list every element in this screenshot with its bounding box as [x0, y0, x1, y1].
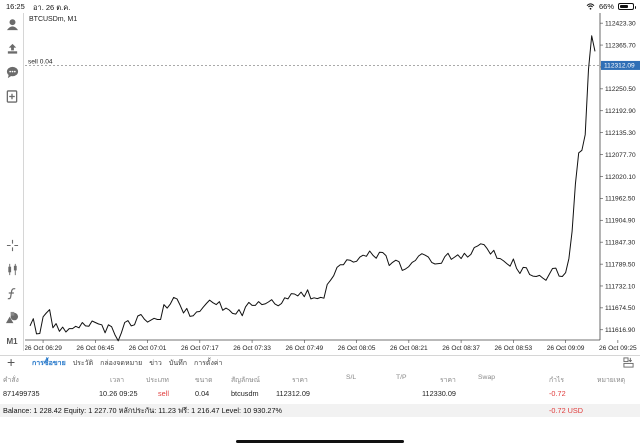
order-number: 871499735: [3, 389, 40, 398]
price-tick-label: 112365.70: [605, 42, 636, 49]
balance-text: Balance: 1 228.42 Equity: 1 227.70 หลักป…: [3, 406, 283, 415]
candlestick-icon[interactable]: [4, 261, 20, 277]
tab-settings[interactable]: การตั้งค่า: [193, 360, 223, 367]
price-tick-label: 111847.30: [605, 239, 636, 246]
price-tick-label: 111674.50: [605, 305, 636, 312]
terminal-tabs: การซื้อขาย ประวัติ กล่องจดหมาย ข่าว บันท…: [32, 358, 222, 369]
add-button[interactable]: +: [7, 354, 16, 370]
col-type: ประเภท: [146, 377, 169, 384]
battery-icon: [618, 3, 636, 10]
time-tick-label: 26 Oct 08:37: [442, 345, 480, 352]
time-tick-label: 26 Oct 09:09: [547, 345, 585, 352]
price-tick-label: 112250.50: [605, 86, 636, 93]
sell-order-label: sell 0.04: [28, 58, 53, 65]
total-profit: -0.72 USD: [549, 406, 584, 415]
time-tick-label: 26 Oct 06:29: [25, 345, 62, 352]
price-tick-label: 112423.30: [605, 20, 636, 27]
price-tick-label: 111732.10: [605, 283, 636, 290]
price-tick-label: 112135.30: [605, 130, 636, 137]
wifi-icon: [586, 3, 595, 10]
price-chart[interactable]: 112423.30112365.70112308.10112250.501121…: [25, 13, 640, 355]
time-tick-label: 26 Oct 07:17: [181, 345, 219, 352]
layout-toggle-icon[interactable]: [623, 357, 634, 368]
price-tick-label: 112077.70: [605, 152, 636, 159]
col-sl: S/L: [346, 374, 357, 381]
col-tp: T/P: [396, 374, 407, 381]
chart-tools-sidebar: M1: [0, 13, 24, 351]
chart-canvas[interactable]: 112423.30112365.70112308.10112250.501121…: [25, 13, 640, 355]
order-time: 10.26 09:25: [99, 389, 138, 398]
time-tick-label: 26 Oct 07:01: [129, 345, 167, 352]
time-tick-label: 26 Oct 08:05: [338, 345, 376, 352]
status-right: 66%: [586, 2, 636, 11]
price-tick-label: 112192.90: [605, 108, 636, 115]
price-tick-label: 111789.50: [605, 261, 636, 268]
table-row[interactable]: 871499735 10.26 09:25 sell 0.04 btcusdm …: [0, 389, 640, 401]
price-tick-label: 112020.10: [605, 174, 636, 181]
price-line: [29, 35, 596, 342]
price-tick-label: 111616.90: [605, 327, 636, 334]
crosshair-icon[interactable]: [4, 237, 20, 253]
order-profit: -0.72: [549, 389, 566, 398]
order-symbol: btcusdm: [231, 389, 259, 398]
battery-percent: 66%: [598, 2, 614, 11]
new-order-icon[interactable]: [4, 88, 20, 104]
time-tick-label: 26 Oct 06:45: [76, 345, 114, 352]
status-time: 16:25: [6, 2, 25, 11]
col-profit: กำไร: [549, 377, 565, 384]
objects-icon[interactable]: [4, 309, 20, 325]
trade-icon[interactable]: [4, 40, 20, 56]
time-tick-label: 26 Oct 08:53: [494, 345, 532, 352]
status-date: อา. 26 ต.ค.: [33, 3, 71, 12]
tab-mailbox[interactable]: กล่องจดหมาย: [100, 360, 143, 367]
col-time: เวลา: [110, 377, 125, 384]
account-summary-bar: Balance: 1 228.42 Equity: 1 227.70 หลักป…: [0, 404, 640, 417]
home-indicator: [236, 440, 404, 443]
col-size: ขนาด: [195, 377, 213, 384]
current-price-label: 112312.09: [604, 63, 635, 70]
order-open-price: 112312.09: [276, 389, 310, 398]
price-tick-label: 111962.50: [605, 196, 636, 203]
account-icon[interactable]: [4, 16, 20, 32]
price-tick-label: 111904.90: [605, 218, 636, 225]
chart-symbol-label: BTCUSDm, M1: [29, 16, 78, 23]
col-swap: Swap: [478, 374, 496, 381]
col-order: คำสั่ง: [3, 377, 19, 384]
col-price: ราคา: [292, 377, 308, 384]
tab-history[interactable]: ประวัติ: [72, 360, 94, 367]
indicators-icon[interactable]: [4, 285, 20, 301]
order-size: 0.04: [195, 389, 210, 398]
col-symbol: สัญลักษณ์: [231, 377, 261, 384]
order-type: sell: [158, 389, 169, 398]
col-comment: หมายเหตุ: [597, 377, 625, 384]
chat-icon[interactable]: [4, 64, 20, 80]
current-price-tag: [601, 60, 640, 70]
tab-journal[interactable]: บันทึก: [168, 360, 187, 367]
time-tick-label: 26 Oct 07:49: [285, 345, 323, 352]
time-tick-label: 26 Oct 08:21: [390, 345, 428, 352]
timeframe-m1[interactable]: M1: [6, 336, 18, 346]
terminal-toolbar: + การซื้อขาย ประวัติ กล่องจดหมาย ข่าว บั…: [0, 354, 640, 370]
status-bar: 16:25 อา. 26 ต.ค. 66%: [0, 0, 640, 13]
time-tick-label: 26 Oct 09:25: [599, 345, 637, 352]
tab-news[interactable]: ข่าว: [149, 360, 162, 367]
trades-table-header: คำสั่ง เวลา ประเภท ขนาด สัญลักษณ์ ราคา S…: [0, 374, 640, 384]
tab-trade[interactable]: การซื้อขาย: [32, 360, 66, 367]
time-tick-label: 26 Oct 07:33: [233, 345, 271, 352]
col-current-price: ราคา: [440, 377, 456, 384]
order-current-price: 112330.09: [422, 389, 456, 398]
